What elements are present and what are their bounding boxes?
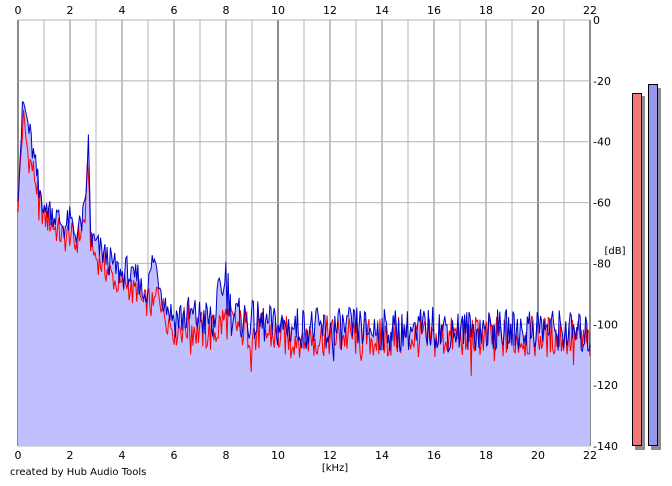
left-level-meter	[632, 93, 642, 446]
x-tick-label-top: 18	[479, 4, 493, 17]
x-tick-label-bottom: 22	[583, 449, 597, 462]
y-axis-label: [dB]	[604, 246, 625, 257]
x-axis-label: [kHz]	[322, 463, 348, 474]
x-tick-label-top: 2	[67, 4, 74, 17]
x-tick-label-top: 16	[427, 4, 441, 17]
x-tick-label-top: 6	[171, 4, 178, 17]
x-tick-label-top: 22	[583, 4, 597, 17]
y-tick-label: -100	[593, 318, 618, 331]
x-tick-label-bottom: 14	[375, 449, 389, 462]
x-tick-label-top: 0	[15, 4, 22, 17]
x-tick-label-top: 8	[223, 4, 230, 17]
y-tick-label: -60	[593, 197, 611, 210]
left-channel-spectrum-line	[17, 109, 591, 376]
x-tick-label-top: 12	[323, 4, 337, 17]
y-tick-label: -20	[593, 75, 611, 88]
x-tick-label-top: 14	[375, 4, 389, 17]
spectrum-fill-area	[18, 101, 590, 447]
y-tick-label: -40	[593, 136, 611, 149]
x-tick-label-top: 20	[531, 4, 545, 17]
y-axis-ticks: 0 -20 -40 -60 -80 -100 -120 -140	[593, 14, 618, 453]
y-tick-label: -120	[593, 379, 618, 392]
x-tick-label-top: 10	[271, 4, 285, 17]
right-level-meter	[648, 83, 658, 446]
x-tick-label-bottom: 12	[323, 449, 337, 462]
credit-text: created by Hub Audio Tools	[10, 467, 147, 478]
right-channel-spectrum-line	[17, 101, 591, 362]
x-tick-label-bottom: 20	[531, 449, 545, 462]
x-tick-label-bottom: 0	[15, 449, 22, 462]
x-tick-label-bottom: 6	[171, 449, 178, 462]
y-tick-label: 0	[593, 14, 600, 27]
x-tick-label-top: 4	[119, 4, 126, 17]
y-tick-label: -80	[593, 257, 611, 270]
x-tick-label-bottom: 18	[479, 449, 493, 462]
x-tick-label-bottom: 4	[119, 449, 126, 462]
x-tick-label-bottom: 16	[427, 449, 441, 462]
y-tick-label: -140	[593, 440, 618, 453]
x-tick-label-bottom: 8	[223, 449, 230, 462]
x-tick-label-bottom: 2	[67, 449, 74, 462]
x-tick-label-bottom: 10	[271, 449, 285, 462]
